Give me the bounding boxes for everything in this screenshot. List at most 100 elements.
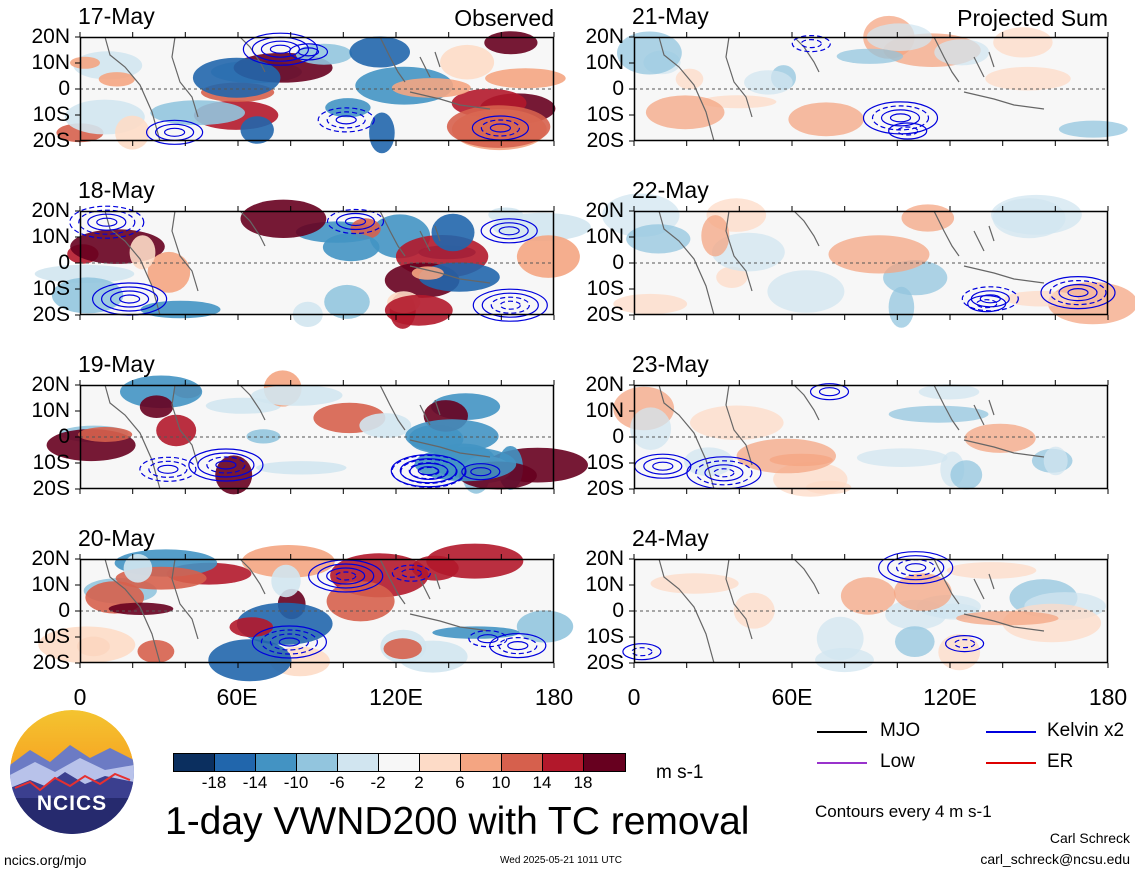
anomaly-region: [129, 235, 156, 270]
x-tick-label: 0: [73, 684, 87, 710]
colorbar-swatch: [461, 754, 502, 771]
y-tick-label: 10N: [585, 225, 624, 248]
kelvin-contour: [408, 462, 448, 480]
y-tick-label: 10N: [585, 51, 624, 74]
anomaly-region: [828, 235, 930, 274]
kelvin-contour: [1067, 287, 1089, 298]
x-tick-label: 120E: [923, 684, 977, 710]
anomaly-region: [251, 385, 343, 406]
anomaly-region: [123, 554, 153, 583]
contour-interval-note: Contours every 4 m s-1: [815, 802, 992, 821]
anomaly-region: [992, 198, 1066, 239]
y-tick-label: 20N: [585, 199, 624, 222]
colorbar-level-label: 6: [455, 773, 465, 792]
anomaly-region: [1058, 120, 1128, 138]
colorbar-swatch: [174, 754, 215, 771]
anomaly-region: [426, 543, 524, 579]
anomaly-region: [888, 405, 989, 423]
coastline: [658, 384, 1045, 490]
kelvin-contour: [139, 456, 197, 482]
kelvin-contour: [800, 38, 822, 49]
y-tick-label: 0: [58, 77, 70, 100]
panel-frame: [79, 384, 555, 490]
panel-frame: [79, 210, 555, 316]
legend-line-kelvin: [986, 731, 1036, 733]
colorbar-swatch: [420, 754, 461, 771]
kelvin-contour: [188, 448, 264, 482]
y-tick-label: 10S: [32, 451, 70, 474]
anomaly-region: [98, 72, 135, 87]
kelvin-contour: [970, 290, 1010, 308]
map-panel: [613, 380, 1109, 497]
anomaly-region: [816, 616, 864, 661]
map-panel: [46, 370, 588, 495]
colorbar-level-label: 14: [532, 773, 552, 792]
anomaly-region: [701, 215, 730, 257]
colorbar-level-label: 10: [491, 773, 511, 792]
anomaly-region: [271, 564, 301, 598]
kelvin-contour: [96, 217, 118, 227]
kelvin-contour: [905, 563, 927, 573]
x-tick-label: 0: [627, 684, 641, 710]
kelvin-contour: [157, 464, 179, 474]
panel-date-label: 22-May: [632, 177, 709, 203]
anomaly-region: [744, 70, 793, 95]
kelvin-contour: [888, 122, 928, 140]
anomaly-region: [1043, 446, 1068, 476]
panel-date-label: 17-May: [78, 3, 155, 29]
kelvin-contour: [251, 625, 327, 659]
anomaly-region: [192, 57, 281, 98]
legend-line-er: [986, 762, 1036, 764]
anomaly-region: [901, 204, 955, 232]
units-label: m s-1: [656, 762, 704, 783]
y-tick-label: 0: [612, 425, 624, 448]
y-tick-label: 10S: [586, 277, 624, 300]
panel-frame: [79, 36, 555, 142]
panel-frame: [633, 36, 1109, 142]
anomaly-region: [208, 639, 292, 682]
kelvin-contour: [468, 630, 508, 648]
legend-label-mjo: MJO: [880, 720, 921, 741]
y-tick-label: 20S: [586, 477, 624, 500]
kelvin-contour: [391, 454, 467, 489]
kelvin-contour: [326, 208, 385, 235]
anomaly-region: [324, 284, 370, 319]
anomaly-region: [359, 413, 412, 438]
anomaly-region: [938, 634, 981, 671]
y-tick-label: 20N: [31, 547, 70, 570]
legend-label-kelvin: Kelvin x2: [1047, 720, 1125, 741]
colorbar-swatch: [297, 754, 338, 771]
anomaly-region: [229, 617, 274, 637]
anomaly-region: [384, 294, 453, 326]
colorbar-level-label: -2: [370, 773, 386, 792]
y-tick-label: 10N: [31, 573, 70, 596]
colorbar-swatch: [338, 754, 379, 771]
kelvin-contour: [242, 32, 318, 66]
footer-url: ncics.org/mjo: [4, 852, 87, 868]
y-tick-label: 20N: [31, 25, 70, 48]
y-tick-label: 10N: [31, 399, 70, 422]
colorbar: [173, 753, 626, 772]
footer-author: Carl Schreck: [1049, 830, 1130, 846]
kelvin-contour: [472, 288, 548, 322]
kelvin-contour: [326, 567, 366, 585]
legend-label-er: ER: [1047, 751, 1074, 772]
y-tick-label: 20N: [31, 199, 70, 222]
kelvin-contour: [206, 456, 246, 474]
anomaly-region: [767, 270, 845, 313]
y-tick-label: 20N: [31, 373, 70, 396]
map-panel: [34, 199, 591, 329]
kelvin-contour: [69, 205, 145, 239]
anomaly-region: [650, 573, 739, 594]
y-tick-label: 20S: [586, 129, 624, 152]
y-tick-label: 10S: [32, 625, 70, 648]
anomaly-region: [630, 407, 672, 450]
anomaly-region: [120, 375, 203, 409]
anomaly-region: [956, 611, 1059, 626]
map-panel: [617, 15, 1128, 146]
colorbar-level-label: -6: [329, 773, 345, 792]
y-tick-label: 0: [58, 251, 70, 274]
y-tick-label: 10S: [32, 103, 70, 126]
kelvin-contour: [100, 286, 159, 312]
anomaly-region: [788, 102, 864, 137]
